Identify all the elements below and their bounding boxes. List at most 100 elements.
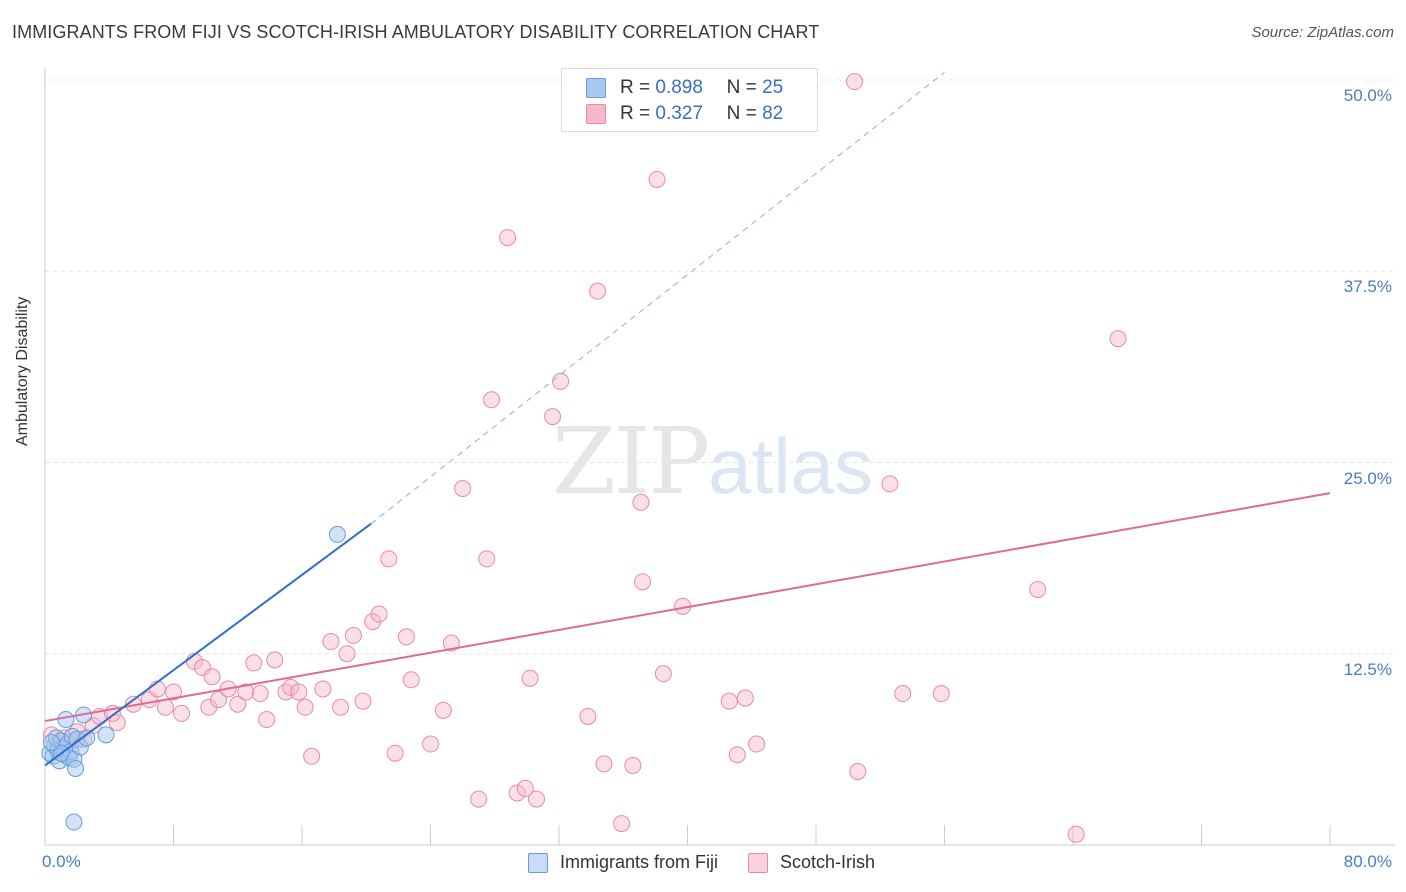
stats-legend: R = 0.898 N = 25 R = 0.327 N = 82	[561, 68, 818, 132]
scotch-legend-swatch	[748, 852, 769, 873]
scotch-point-51	[483, 391, 501, 409]
scotch-point-56	[528, 790, 546, 808]
x-tick-max: 80.0%	[1343, 852, 1392, 871]
legend-label-scotch: Scotch-Irish	[780, 852, 876, 872]
scotch-point-41	[380, 550, 398, 568]
fiji-point-15	[67, 760, 85, 777]
scotch-point-79	[1067, 825, 1085, 843]
scotch-point-20	[209, 691, 227, 709]
watermark: ZIPatlas	[552, 408, 873, 515]
watermark-atlas: atlas	[708, 422, 873, 510]
fiji-point-22	[97, 726, 115, 744]
scotch-point-44	[402, 671, 420, 689]
scotch-point-42	[386, 744, 404, 762]
scotch-point-36	[338, 645, 356, 663]
scotch-point-30	[290, 683, 308, 701]
chart-title: IMMIGRANTS FROM FIJI VS SCOTCH-IRISH AMB…	[12, 22, 820, 42]
scotch-swatch	[586, 104, 606, 124]
scotch-point-61	[595, 755, 613, 773]
scotch-point-54	[516, 779, 534, 797]
r-label: R =	[620, 103, 651, 124]
fiji-point-19	[78, 729, 96, 747]
r-value: 0.898	[655, 77, 703, 98]
scotch-point-28	[277, 683, 295, 701]
watermark-zip: ZIP	[552, 408, 710, 515]
legend-item-fiji[interactable]: Immigrants from Fiji	[528, 852, 718, 873]
scotch-point-78	[1029, 580, 1047, 598]
scotch-point-45	[422, 735, 439, 753]
n-value: 25	[762, 77, 784, 98]
scotch-point-15	[173, 704, 191, 722]
scotch-point-12	[148, 680, 166, 698]
fiji-point-24	[328, 525, 346, 543]
r-label: R =	[620, 77, 651, 98]
fiji-point-23	[65, 813, 83, 831]
scotch-point-52	[499, 229, 517, 247]
scotch-point-74	[849, 763, 867, 781]
y-tick-label: 12.5%	[1343, 659, 1392, 679]
r-value: 0.327	[655, 103, 703, 124]
scotch-point-43	[397, 628, 415, 646]
scotch-point-76	[894, 685, 912, 703]
scotch-point-60	[589, 282, 607, 300]
scotch-point-19	[203, 668, 221, 686]
scotch-point-53	[508, 784, 526, 802]
legend-item-scotch[interactable]: Scotch-Irish	[748, 852, 875, 873]
fiji-point-9	[57, 711, 75, 729]
scotch-point-62	[613, 815, 631, 833]
scotch-point-70	[728, 746, 746, 764]
scotch-point-63	[624, 756, 642, 774]
scotch-point-35	[332, 698, 350, 716]
y-tick-label: 37.5%	[1343, 277, 1392, 297]
stats-row-fiji: R = 0.898 N = 25	[586, 77, 783, 99]
scotch-point-38	[354, 692, 372, 710]
n-label: N =	[726, 103, 757, 124]
scotch-point-66	[648, 170, 666, 188]
scotch-point-46	[434, 701, 452, 719]
stats-row-scotch: R = 0.327 N = 82	[586, 103, 783, 125]
scotch-point-25	[251, 685, 269, 703]
y-tick-label: 25.0%	[1343, 468, 1392, 488]
scotch-point-24	[245, 654, 263, 672]
scotch-point-33	[314, 680, 332, 698]
scotch-point-50	[478, 550, 496, 568]
scotch-point-23	[237, 683, 255, 701]
scotch-point-75	[881, 475, 899, 493]
scotch-point-14	[165, 683, 182, 701]
scotch-point-64	[632, 493, 650, 511]
scotch-point-47	[442, 634, 460, 652]
scotch-point-69	[720, 692, 738, 710]
legend-label-fiji: Immigrants from Fiji	[560, 852, 719, 872]
scotch-point-31	[296, 698, 314, 716]
scotch-point-55	[521, 669, 539, 687]
scotch-point-72	[748, 735, 766, 753]
scotch-point-58	[552, 372, 570, 390]
scotch-point-32	[303, 747, 321, 765]
source-label: Source: ZipAtlas.com	[1251, 24, 1394, 41]
n-label: N =	[726, 77, 757, 98]
scotch-point-71	[736, 689, 754, 707]
scotch-point-48	[454, 480, 472, 498]
fiji-trend-extension	[370, 71, 945, 525]
n-value: 82	[762, 103, 784, 124]
scotch-point-65	[634, 573, 652, 591]
scotch-point-73	[846, 73, 864, 91]
scotch-point-59	[579, 707, 597, 725]
scotch-point-22	[229, 695, 247, 713]
fiji-trend-line	[44, 522, 372, 767]
x-tick-min: 0.0%	[42, 852, 81, 871]
scotch-trend-line	[44, 492, 1331, 723]
fiji-legend-swatch	[528, 852, 548, 873]
scotch-point-26	[258, 711, 276, 729]
scotch-point-8	[108, 714, 126, 732]
scotch-point-34	[322, 633, 340, 651]
y-tick-label: 50.0%	[1343, 86, 1392, 105]
scotch-point-57	[544, 408, 562, 426]
scotch-point-27	[266, 651, 284, 669]
fiji-swatch	[586, 78, 606, 98]
series-legend: Immigrants from Fiji Scotch-Irish	[528, 852, 905, 873]
scotch-point-37	[344, 626, 362, 644]
y-axis-label: Ambulatory Disability	[14, 296, 31, 446]
fiji-point-21	[42, 733, 60, 751]
